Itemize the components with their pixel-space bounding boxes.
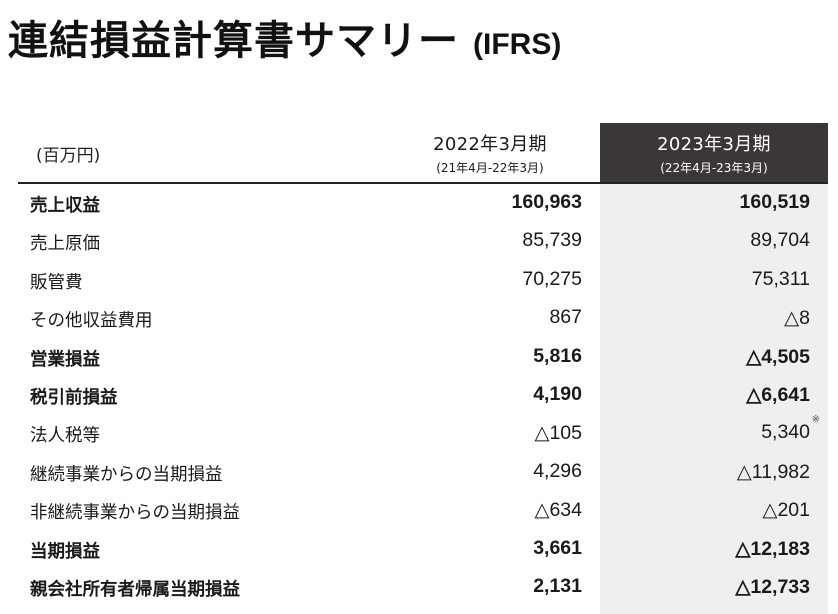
value-current-period: △12,183 [735,537,810,560]
value-prev-period: 85,739 [522,229,582,252]
table-row: 当期損益 3,661 △12,183 [18,530,828,568]
value-prev-period: 867 [549,306,582,329]
value-prev-period: △105 [534,422,582,445]
period-header-current: 2023年3月期 (22年4月-23年3月) [600,123,828,182]
value-current-period: 89,704 [750,229,810,252]
page-title: 連結損益計算書サマリー (IFRS) [8,8,561,66]
table-row: 売上原価 85,739 89,704 [18,222,828,260]
row-label: 親会社所有者帰属当期損益 [30,579,240,600]
unit-label: (百万円) [36,146,101,166]
table-row: 継続事業からの当期損益 4,296 △11,982 [18,453,828,491]
period-range: (22年4月-23年3月) [660,161,768,175]
value-current-period: △6,641 [746,383,810,406]
value-prev-period: 2,131 [533,574,582,597]
value-prev-period: △634 [534,499,582,522]
value-prev-period: 160,963 [511,191,583,213]
period-range: (21年4月-22年3月) [436,161,544,175]
table-row: 税引前損益 4,190 △6,641 [18,376,828,414]
table-row: 非継続事業からの当期損益 △634 △201 [18,491,828,529]
row-label: 当期損益 [30,541,100,562]
value-prev-period: 5,816 [533,344,582,367]
row-label: 売上原価 [30,234,100,255]
row-label: その他収益費用 [30,311,153,332]
period-label: 2023年3月期 [657,134,771,155]
title-main: 連結損益計算書サマリー [8,18,459,64]
table-header: (百万円) 2022年3月期 (21年4月-22年3月) 2023年3月期 (2… [18,123,828,182]
footnote-mark: ※ [811,414,820,426]
period-label: 2022年3月期 [433,134,547,155]
value-prev-period: 4,296 [533,459,582,482]
table-row: その他収益費用 867 △8 [18,299,828,337]
value-current-period: △12,733 [735,575,810,598]
value-current-period: 75,311 [751,267,810,290]
value-current-period: △4,505 [746,345,810,368]
value-current-period: △11,982 [736,460,810,483]
current-period-column-highlight [600,183,828,614]
row-label: 非継続事業からの当期損益 [30,503,240,524]
value-prev-period: 4,190 [533,382,582,405]
table-body: 売上収益 160,963 160,519 売上原価 85,739 89,704 販管費 70,… [18,184,828,606]
value-current-period: 160,519 [739,191,811,213]
value-current-period: △8 [784,307,810,330]
row-label: 法人税等 [30,426,100,447]
table-row: 販管費 70,275 75,311 [18,261,828,299]
row-label: 売上収益 [30,196,100,216]
value-prev-period: 3,661 [533,536,582,559]
row-label: 販管費 [30,272,83,293]
table-row: 法人税等 △105 5,340 ※ [18,414,828,452]
period-header-prev: 2022年3月期 (21年4月-22年3月) [390,123,590,182]
row-label: 税引前損益 [30,387,118,408]
title-standard: (IFRS) [473,28,562,61]
row-label: 継続事業からの当期損益 [30,464,223,485]
header-divider [18,182,828,184]
row-label: 営業損益 [30,349,100,370]
table-row: 売上収益 160,963 160,519 [18,184,828,222]
value-prev-period: 70,275 [522,267,582,290]
value-current-period: 5,340 [761,421,810,444]
table-row: 親会社所有者帰属当期損益 2,131 △12,733 [18,568,828,606]
table-row: 営業損益 5,816 △4,505 [18,338,828,376]
value-current-period: △201 [762,499,810,522]
